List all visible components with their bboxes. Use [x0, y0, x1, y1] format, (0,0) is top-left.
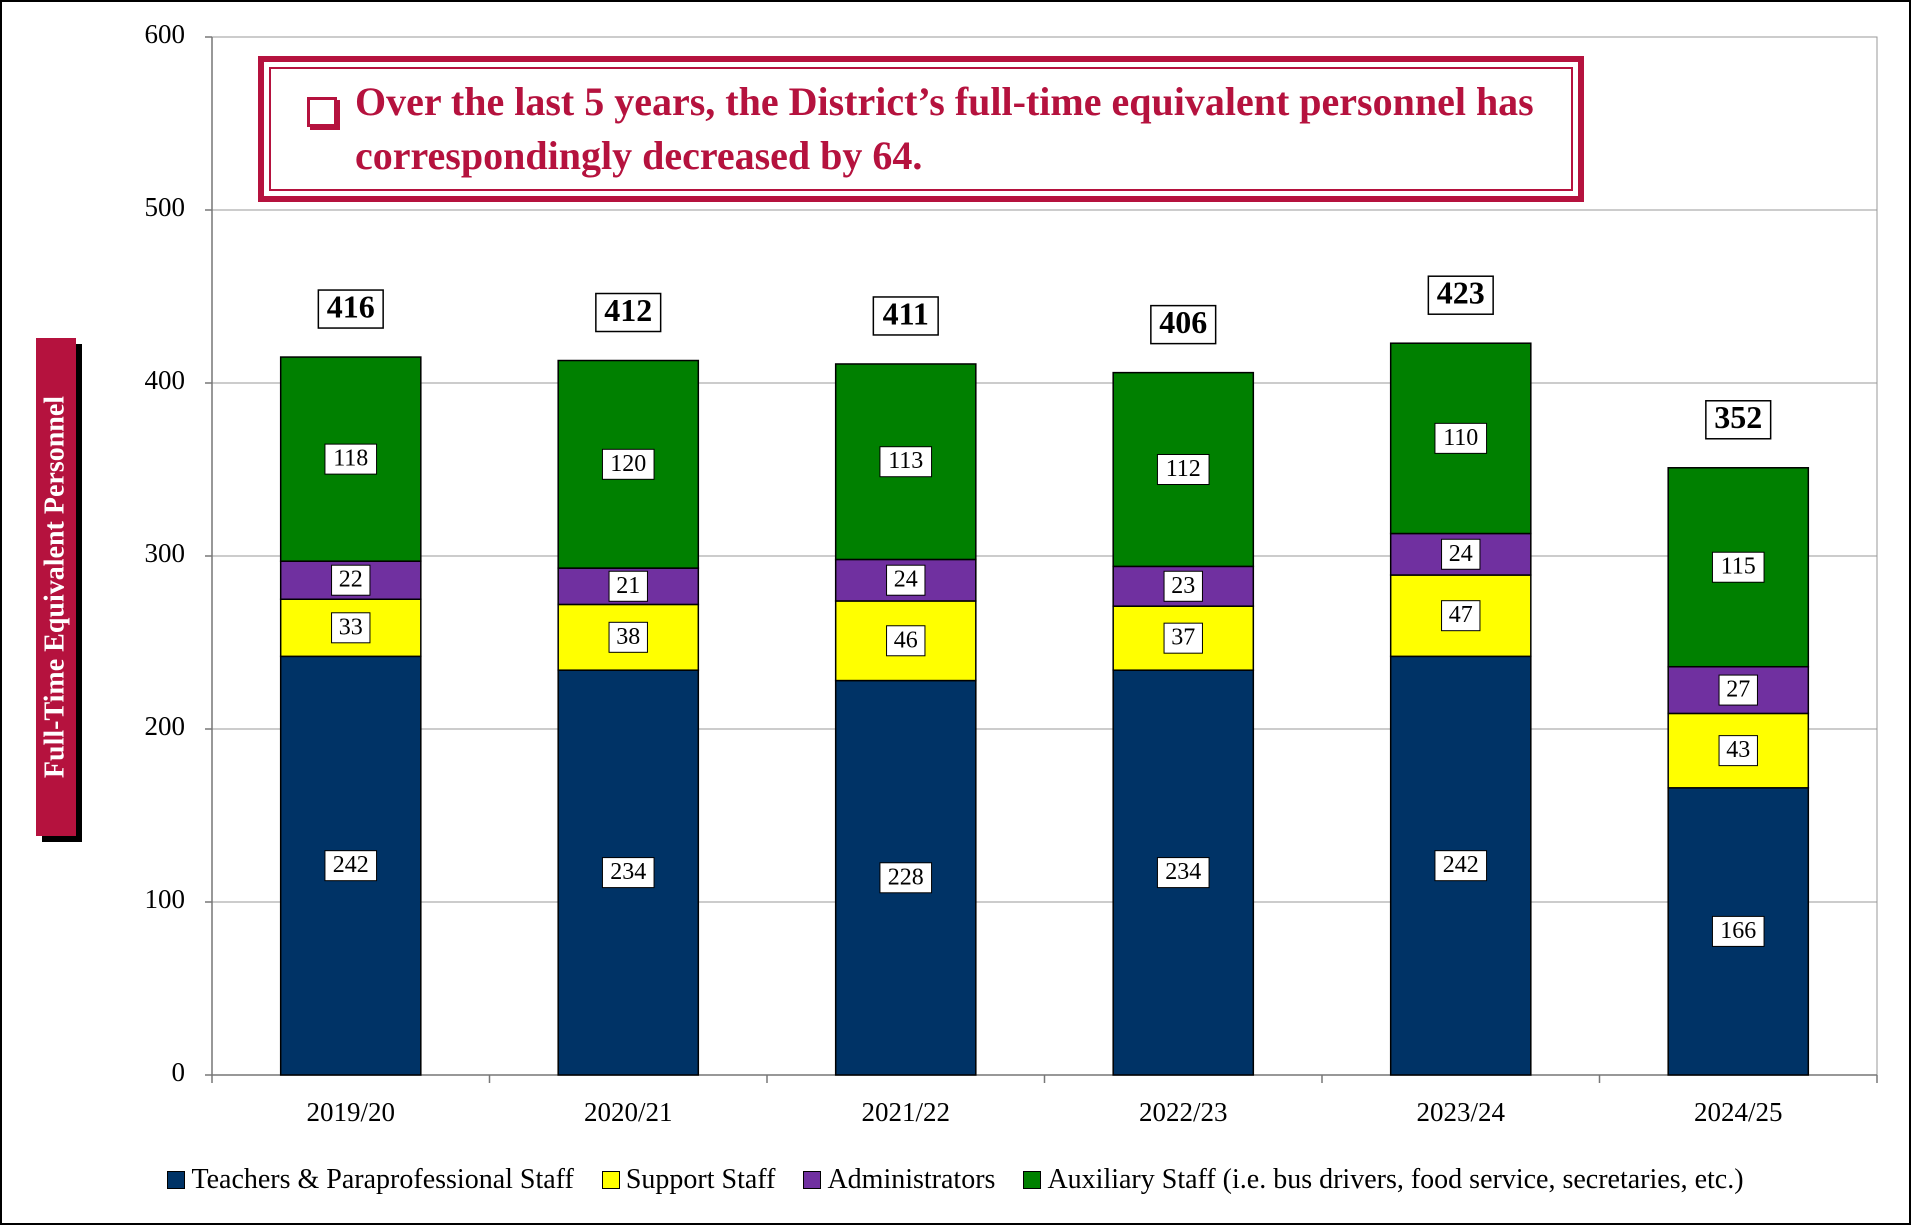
data-label-box	[601, 448, 655, 480]
data-label-box	[1441, 600, 1481, 632]
x-tick-label: 2024/25	[1694, 1097, 1783, 1127]
data-label-box	[324, 443, 378, 475]
data-label-box	[879, 862, 933, 894]
total-label: 412	[604, 292, 652, 328]
data-label: 234	[610, 859, 646, 885]
legend: Teachers & Paraprofessional Staff Support…	[0, 1164, 1911, 1196]
data-label: 23	[1171, 573, 1195, 599]
data-label-box	[1427, 275, 1494, 315]
legend-item: Teachers & Paraprofessional Staff	[167, 1164, 574, 1196]
legend-swatch	[803, 1171, 822, 1189]
data-label: 166	[1720, 918, 1756, 944]
data-label: 37	[1171, 625, 1195, 651]
data-label-box	[1434, 850, 1488, 882]
bullet	[307, 97, 337, 127]
data-label: 110	[1443, 425, 1478, 451]
data-label-box	[886, 625, 926, 657]
y-tick-label: 300	[145, 538, 186, 568]
x-tick-label: 2019/20	[306, 1097, 395, 1127]
data-label-box	[1434, 422, 1488, 454]
data-label: 27	[1726, 677, 1750, 703]
data-label-box	[595, 292, 662, 333]
x-tick-label: 2020/21	[584, 1097, 673, 1127]
legend-item: Support Staff	[601, 1164, 776, 1196]
data-label: 118	[333, 446, 368, 472]
data-label: 112	[1166, 456, 1201, 482]
data-label-box	[1441, 538, 1481, 570]
data-label-box	[608, 570, 648, 602]
total-label: 416	[327, 288, 375, 324]
data-label-box	[317, 289, 384, 329]
legend-swatch	[167, 1171, 186, 1189]
x-tick-label: 2021/22	[861, 1097, 950, 1127]
data-label-box	[1711, 915, 1765, 947]
data-label: 113	[888, 448, 923, 474]
y-tick-label: 500	[145, 192, 186, 222]
y-label: Full-Time Equivalent Personnel	[39, 396, 70, 778]
y-tick-label: 600	[145, 19, 186, 49]
data-label-box	[331, 612, 371, 644]
data-label-box	[1156, 857, 1210, 889]
legend-item: Administrators	[803, 1164, 995, 1196]
data-label-box	[601, 857, 655, 889]
legend-label: Administrators	[827, 1164, 996, 1195]
data-label: 22	[339, 567, 363, 593]
total-label: 423	[1437, 275, 1485, 311]
data-label: 46	[894, 627, 918, 653]
y-tick-label: 400	[145, 365, 186, 395]
data-label-box	[1718, 674, 1758, 706]
y-tick-label: 0	[172, 1057, 186, 1087]
data-label-box	[324, 850, 378, 882]
total-label: 411	[883, 295, 929, 331]
data-label: 120	[610, 451, 646, 477]
data-label-box	[1718, 735, 1758, 767]
data-label-box	[872, 296, 939, 336]
legend-swatch	[1023, 1171, 1042, 1189]
legend-swatch	[601, 1171, 620, 1189]
data-label: 115	[1721, 554, 1756, 580]
data-label-box	[1163, 570, 1203, 602]
legend-label: Support Staff	[625, 1164, 776, 1195]
y-tick-label: 100	[145, 884, 186, 914]
annotation-box: Over the last 5 years, the District’s fu…	[258, 56, 1584, 202]
data-label-box	[331, 564, 371, 596]
y-label-bg	[36, 338, 76, 836]
data-label-box	[886, 564, 926, 596]
data-label: 234	[1165, 859, 1201, 885]
data-label: 38	[616, 624, 640, 650]
data-label-box	[1711, 551, 1765, 583]
data-label-box	[1150, 304, 1217, 345]
data-label-box	[879, 446, 933, 478]
total-label: 352	[1714, 399, 1762, 435]
annotation: Over the last 5 years, the District’s fu…	[355, 79, 1534, 178]
data-label: 21	[616, 573, 640, 599]
x-tick-label: 2023/24	[1416, 1097, 1505, 1127]
legend-label: Auxiliary Staff (i.e. bus drivers, food …	[1047, 1164, 1744, 1195]
data-label-box	[1156, 454, 1210, 485]
data-label-box	[608, 621, 648, 653]
data-label: 47	[1449, 602, 1473, 628]
data-label: 228	[888, 864, 924, 890]
data-label: 33	[339, 614, 363, 640]
data-label: 242	[1443, 852, 1479, 878]
data-label: 24	[894, 567, 918, 593]
bar-segment	[557, 359, 700, 569]
data-label-box	[1705, 400, 1772, 440]
data-label: 43	[1726, 737, 1750, 763]
data-label: 24	[1449, 541, 1473, 567]
annotation-inner: Over the last 5 years, the District’s fu…	[269, 67, 1573, 191]
legend-label: Teachers & Paraprofessional Staff	[191, 1164, 574, 1195]
y-label-box: Full-Time Equivalent Personnel	[36, 338, 82, 842]
x-tick-label: 2022/23	[1139, 1097, 1228, 1127]
y-tick-label: 200	[145, 711, 186, 741]
legend-item: Auxiliary Staff (i.e. bus drivers, food …	[1023, 1164, 1744, 1196]
data-label: 242	[333, 852, 369, 878]
total-label: 406	[1159, 304, 1207, 340]
data-label-box	[1163, 622, 1203, 654]
